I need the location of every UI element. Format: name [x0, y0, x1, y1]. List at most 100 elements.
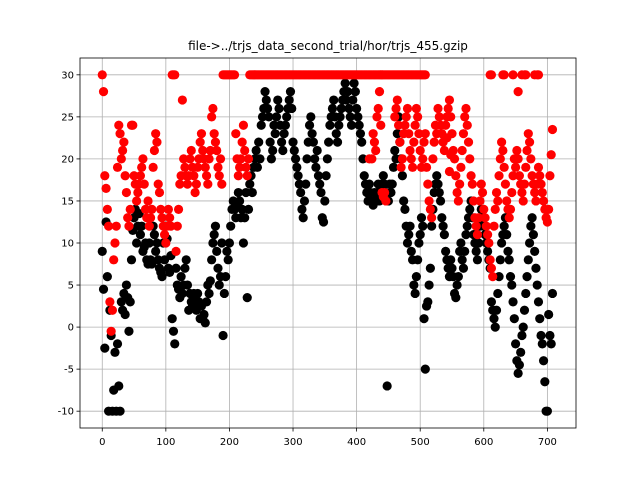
- scatter-point: [145, 213, 156, 223]
- scatter-point: [120, 171, 130, 181]
- scatter-point: [537, 187, 547, 198]
- scatter-point: [334, 120, 344, 130]
- scatter-point: [505, 272, 516, 282]
- scatter-point: [241, 162, 251, 172]
- scatter-point: [387, 179, 397, 189]
- scatter-point: [499, 162, 509, 172]
- scatter-point: [156, 204, 166, 214]
- scatter-point: [313, 171, 324, 181]
- scatter-point: [270, 129, 280, 139]
- scatter-point: [498, 145, 508, 156]
- scatter-point: [237, 137, 247, 147]
- scatter-point: [447, 263, 457, 273]
- scatter-point: [190, 187, 200, 198]
- scatter-point: [105, 297, 115, 307]
- scatter-point: [519, 179, 530, 189]
- scatter-point: [235, 196, 245, 206]
- scatter-point: [252, 162, 263, 172]
- scatter-point: [524, 238, 535, 248]
- scatter-point: [467, 179, 477, 189]
- scatter-point: [213, 162, 223, 172]
- scatter-point: [420, 70, 430, 80]
- scatter-point: [195, 137, 205, 147]
- scatter-point: [477, 187, 488, 198]
- scatter-point: [157, 213, 167, 223]
- x-tick-label: 100: [156, 437, 175, 448]
- scatter-point: [189, 171, 199, 181]
- scatter-point: [359, 171, 369, 181]
- scatter-point: [315, 179, 325, 189]
- scatter-point: [508, 171, 518, 181]
- scatter-point: [241, 187, 251, 198]
- scatter-point: [461, 229, 471, 240]
- scatter-point: [446, 112, 456, 122]
- scatter-point: [343, 87, 353, 97]
- scatter-point: [406, 246, 416, 257]
- scatter-point: [256, 120, 266, 130]
- scatter-point: [344, 103, 354, 114]
- scatter-point: [353, 112, 363, 122]
- scatter-point: [221, 272, 231, 282]
- scatter-point: [139, 179, 149, 189]
- scatter-point: [483, 229, 493, 240]
- scatter-point: [133, 187, 143, 198]
- scatter-point: [203, 179, 213, 189]
- scatter-point: [490, 204, 500, 214]
- scatter-point: [499, 70, 509, 80]
- scatter-point: [379, 187, 390, 198]
- scatter-point: [104, 221, 114, 231]
- scatter-point: [463, 137, 474, 147]
- scatter-point: [193, 162, 203, 172]
- scatter-point: [205, 145, 215, 156]
- scatter-point: [404, 129, 414, 139]
- scatter-point: [444, 166, 455, 177]
- scatter-point: [378, 171, 388, 181]
- x-tick-label: 700: [538, 437, 557, 448]
- scatter-point: [396, 162, 406, 172]
- scatter-point: [411, 272, 421, 282]
- scatter-point: [402, 238, 413, 248]
- y-tick-label: 25: [61, 112, 74, 123]
- scatter-point: [545, 330, 555, 341]
- y-tick-label: -5: [64, 365, 74, 376]
- scatter-point: [424, 196, 434, 206]
- scatter-point: [348, 95, 358, 105]
- scatter-point: [273, 95, 283, 105]
- scatter-point: [542, 217, 552, 227]
- scatter-point: [151, 246, 161, 257]
- scatter-point: [98, 87, 109, 97]
- scatter-point: [416, 213, 427, 223]
- scatter-point: [510, 339, 521, 349]
- scatter-point: [294, 179, 304, 189]
- scatter-point: [400, 204, 410, 214]
- scatter-point: [504, 213, 514, 223]
- scatter-point: [526, 221, 536, 231]
- scatter-point: [471, 246, 481, 257]
- scatter-point: [523, 129, 533, 139]
- scatter-point: [177, 95, 187, 105]
- scatter-point: [287, 103, 297, 114]
- scatter-point: [237, 204, 247, 214]
- scatter-point: [465, 204, 475, 214]
- scatter-point: [292, 162, 302, 172]
- scatter-point: [208, 238, 218, 248]
- scatter-point: [336, 103, 346, 114]
- scatter-point: [322, 154, 332, 164]
- scatter-point: [193, 288, 203, 299]
- scatter-point: [247, 187, 257, 198]
- scatter-point: [432, 171, 442, 181]
- scatter-point: [172, 221, 182, 231]
- scatter-point: [131, 196, 142, 206]
- scatter-point: [409, 280, 419, 290]
- scatter-point: [199, 309, 209, 320]
- scatter-point: [367, 154, 377, 164]
- scatter-point: [544, 309, 554, 320]
- scatter-point: [163, 204, 173, 214]
- scatter-point: [530, 187, 540, 198]
- scatter-point: [352, 103, 362, 114]
- scatter-point: [106, 326, 116, 336]
- scatter-point: [157, 272, 167, 282]
- scatter-point: [112, 162, 123, 172]
- scatter-point: [513, 87, 523, 97]
- scatter-point: [507, 187, 517, 198]
